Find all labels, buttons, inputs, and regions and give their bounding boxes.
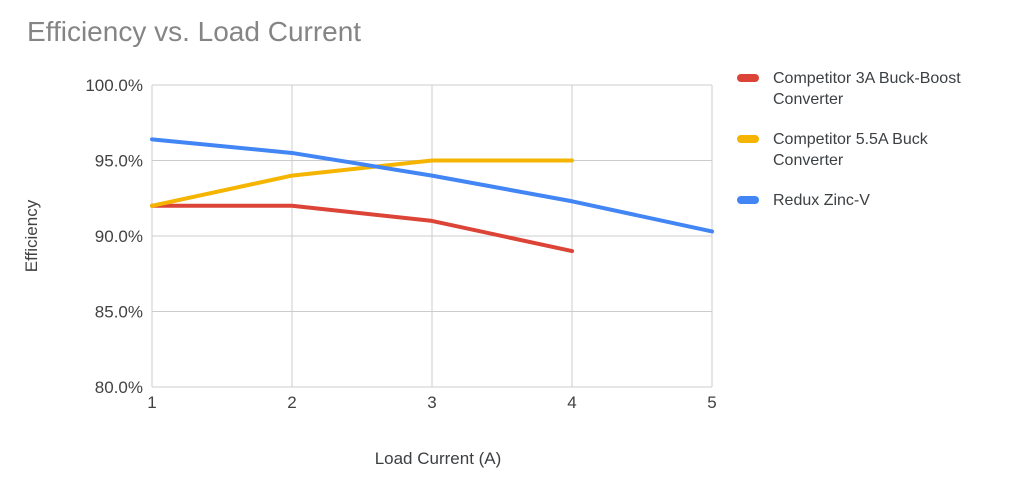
y-tick-label: 90.0% — [95, 227, 143, 246]
chart-title: Efficiency vs. Load Current — [27, 16, 362, 47]
series-line — [150, 137, 714, 234]
x-axis-title: Load Current (A) — [374, 449, 502, 468]
y-tick-label: 95.0% — [95, 152, 143, 171]
x-tick-label: 2 — [287, 393, 296, 412]
x-tick-label: 4 — [567, 393, 576, 412]
legend-swatch-red-icon — [737, 74, 759, 82]
legend-swatch-blue-icon — [737, 196, 759, 204]
chart-legend: Competitor 3A Buck-Boost Converter Compe… — [737, 68, 973, 211]
x-tick-label: 5 — [707, 393, 716, 412]
legend-label: Competitor 3A Buck-Boost Converter — [773, 70, 961, 108]
y-axis-title: Efficiency — [22, 199, 41, 273]
legend-entry-competitor-5-5a: Competitor 5.5A Buck Converter — [737, 129, 973, 171]
y-tick-label: 100.0% — [85, 76, 143, 95]
y-tick-label: 85.0% — [95, 303, 143, 322]
series-line — [150, 203, 574, 254]
legend-entry-redux-zinc-v: Redux Zinc-V — [737, 190, 973, 211]
legend-label: Redux Zinc-V — [773, 192, 870, 209]
legend-entry-competitor-3a: Competitor 3A Buck-Boost Converter — [737, 68, 973, 110]
y-tick-label: 80.0% — [95, 378, 143, 397]
legend-label: Competitor 5.5A Buck Converter — [773, 131, 928, 169]
legend-swatch-yellow-icon — [737, 135, 759, 143]
x-tick-label: 3 — [427, 393, 436, 412]
series-line — [150, 158, 574, 208]
x-tick-label: 1 — [147, 393, 156, 412]
